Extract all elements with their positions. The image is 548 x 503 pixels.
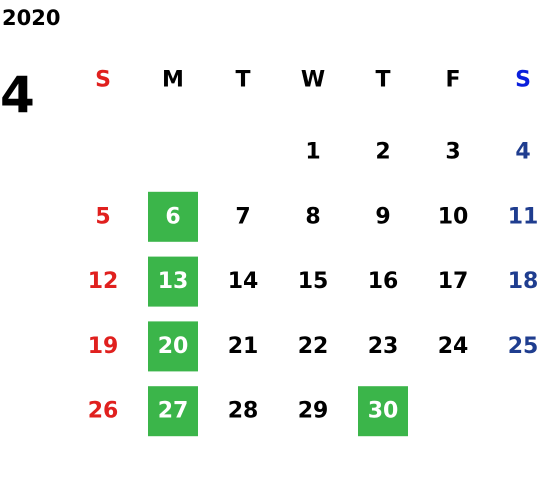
day-highlight (148, 321, 198, 372)
day-number: 16 (368, 269, 399, 294)
day-number: 5 (95, 204, 110, 229)
weekday-label: F (445, 68, 460, 93)
day-number: 24 (438, 334, 469, 359)
day-number: 26 (88, 399, 119, 424)
day-number: 25 (508, 334, 539, 359)
weekday-label: S (515, 68, 531, 93)
weekday-label: S (95, 68, 111, 93)
day-number: 17 (438, 269, 469, 294)
day-number: 29 (298, 399, 329, 424)
day-number: 12 (88, 269, 119, 294)
day-highlight (148, 256, 198, 307)
weekday-label: T (375, 68, 390, 93)
day-number: 30 (368, 399, 399, 424)
day-number: 8 (305, 204, 320, 229)
weekday-label: T (235, 68, 250, 93)
day-number: 22 (298, 334, 329, 359)
day-number: 9 (375, 204, 390, 229)
day-number: 21 (228, 334, 259, 359)
day-number: 20 (158, 334, 189, 359)
day-number: 4 (515, 140, 530, 165)
weekday-label: M (162, 68, 184, 93)
day-highlight (148, 191, 198, 242)
day-highlight (148, 386, 198, 437)
day-highlight (358, 386, 408, 437)
day-number: 2 (375, 140, 390, 165)
day-number: 6 (165, 204, 180, 229)
month: 4 (0, 66, 35, 124)
day-number: 18 (508, 269, 539, 294)
day-number: 28 (228, 399, 259, 424)
day-number: 27 (158, 399, 189, 424)
day-number: 3 (445, 140, 460, 165)
day-number: 15 (298, 269, 329, 294)
year: 2020 (2, 6, 60, 30)
day-number: 7 (235, 204, 250, 229)
day-number: 10 (438, 204, 469, 229)
day-number: 23 (368, 334, 399, 359)
weekday-label: W (301, 68, 325, 93)
day-number: 14 (228, 269, 259, 294)
day-number: 19 (88, 334, 119, 359)
day-number: 11 (508, 204, 539, 229)
day-number: 1 (305, 140, 320, 165)
day-number: 13 (158, 269, 189, 294)
